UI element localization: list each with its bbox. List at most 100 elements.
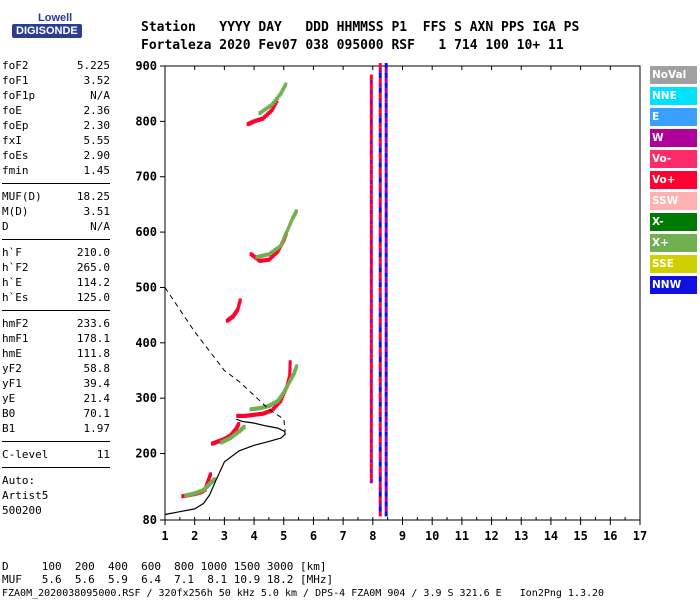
interference-point — [369, 473, 373, 479]
param-row: foEs 2.90 — [2, 148, 110, 163]
interference-point — [369, 448, 373, 454]
echo-point — [269, 250, 273, 255]
param-row: foE 2.36 — [2, 103, 110, 118]
interference-point — [384, 421, 388, 427]
y-tick-label: 600 — [135, 225, 157, 239]
interference-point — [369, 413, 373, 419]
legend-item: NNE — [650, 87, 697, 105]
interference-point — [378, 511, 382, 517]
param-label: fxI — [2, 134, 22, 147]
param-value: 2.36 — [83, 104, 111, 117]
x-tick-label: 6 — [310, 529, 317, 543]
interference-point — [369, 99, 373, 105]
interference-point — [378, 451, 382, 457]
echo-point — [286, 227, 290, 232]
echo-point — [258, 111, 262, 116]
param-row: M(D) 3.51 — [2, 204, 110, 219]
interference-point — [384, 391, 388, 397]
interference-point — [378, 307, 382, 313]
echo-point — [294, 209, 298, 214]
interference-point — [369, 453, 373, 459]
interference-point — [369, 358, 373, 364]
echo-point — [259, 254, 263, 259]
x-tick-label: 10 — [425, 529, 439, 543]
param-value: 2.90 — [83, 149, 111, 162]
echo-point — [279, 243, 283, 248]
interference-point — [369, 288, 373, 294]
legend-item: SSE — [650, 255, 697, 273]
interference-point — [384, 242, 388, 248]
interference-point — [369, 154, 373, 160]
interference-point — [384, 227, 388, 233]
param-label: h`Es — [2, 291, 29, 304]
interference-point — [378, 102, 382, 108]
interference-point — [369, 94, 373, 100]
interference-point — [369, 458, 373, 464]
param-label: h`F — [2, 246, 22, 259]
interference-point — [378, 421, 382, 427]
interference-point — [378, 426, 382, 432]
interference-point — [378, 401, 382, 407]
param-row: fxI 5.55 — [2, 133, 110, 148]
interference-point — [384, 217, 388, 223]
echo-point — [284, 82, 288, 87]
echo-point — [257, 254, 261, 259]
interference-point — [384, 337, 388, 343]
param-row: B0 70.1 — [2, 406, 110, 421]
echo-point — [237, 422, 241, 427]
echo-point — [238, 298, 242, 303]
x-tick-label: 13 — [514, 529, 528, 543]
param-value: 58.8 — [83, 362, 111, 375]
interference-point — [369, 149, 373, 155]
interference-point — [384, 272, 388, 278]
interference-point — [378, 252, 382, 258]
clevel-value: 11 — [96, 448, 110, 461]
param-value: 70.1 — [83, 407, 111, 420]
interference-point — [378, 97, 382, 103]
param-label: foEp — [2, 119, 29, 132]
interference-point — [369, 209, 373, 215]
legend-item: NNW — [650, 276, 697, 294]
interference-point — [378, 501, 382, 507]
interference-point — [369, 418, 373, 424]
interference-point — [384, 431, 388, 437]
interference-point — [369, 333, 373, 339]
interference-point — [378, 327, 382, 333]
interference-point — [369, 84, 373, 90]
param-label: B1 — [2, 422, 16, 435]
x-tick-label: 1 — [161, 529, 168, 543]
interference-point — [369, 194, 373, 200]
footer-muf-row: MUF 5.6 5.6 5.9 6.4 7.1 8.1 10.9 18.2 [M… — [2, 573, 334, 586]
legend-item: W — [650, 129, 697, 147]
electron-density-profile — [164, 418, 286, 516]
param-row: hmF1 178.1 — [2, 331, 110, 346]
interference-point — [369, 139, 373, 145]
param-row: foF1 3.52 — [2, 73, 110, 88]
y-tick-label: 900 — [135, 59, 157, 73]
interference-point — [378, 217, 382, 223]
interference-point — [369, 343, 373, 349]
interference-point — [369, 214, 373, 220]
echo-point — [280, 241, 284, 246]
param-value: N/A — [90, 220, 110, 233]
echo-point — [261, 253, 265, 258]
interference-point — [378, 297, 382, 303]
echo-point — [273, 248, 277, 253]
interference-point — [378, 187, 382, 193]
x-tick-label: 7 — [340, 529, 347, 543]
logo-lowell: Lowell — [38, 12, 73, 24]
interference-point — [378, 481, 382, 487]
echo-point — [285, 230, 289, 235]
echo-point — [265, 252, 269, 257]
interference-point — [378, 192, 382, 198]
y-tick-label: 300 — [135, 391, 157, 405]
interference-point — [369, 104, 373, 110]
interference-point — [369, 408, 373, 414]
x-tick-label: 17 — [633, 529, 647, 543]
interference-point — [369, 114, 373, 120]
interference-point — [384, 406, 388, 412]
interference-point — [384, 481, 388, 487]
param-value: 210.0 — [76, 246, 110, 259]
interference-point — [378, 277, 382, 283]
interference-point — [384, 287, 388, 293]
